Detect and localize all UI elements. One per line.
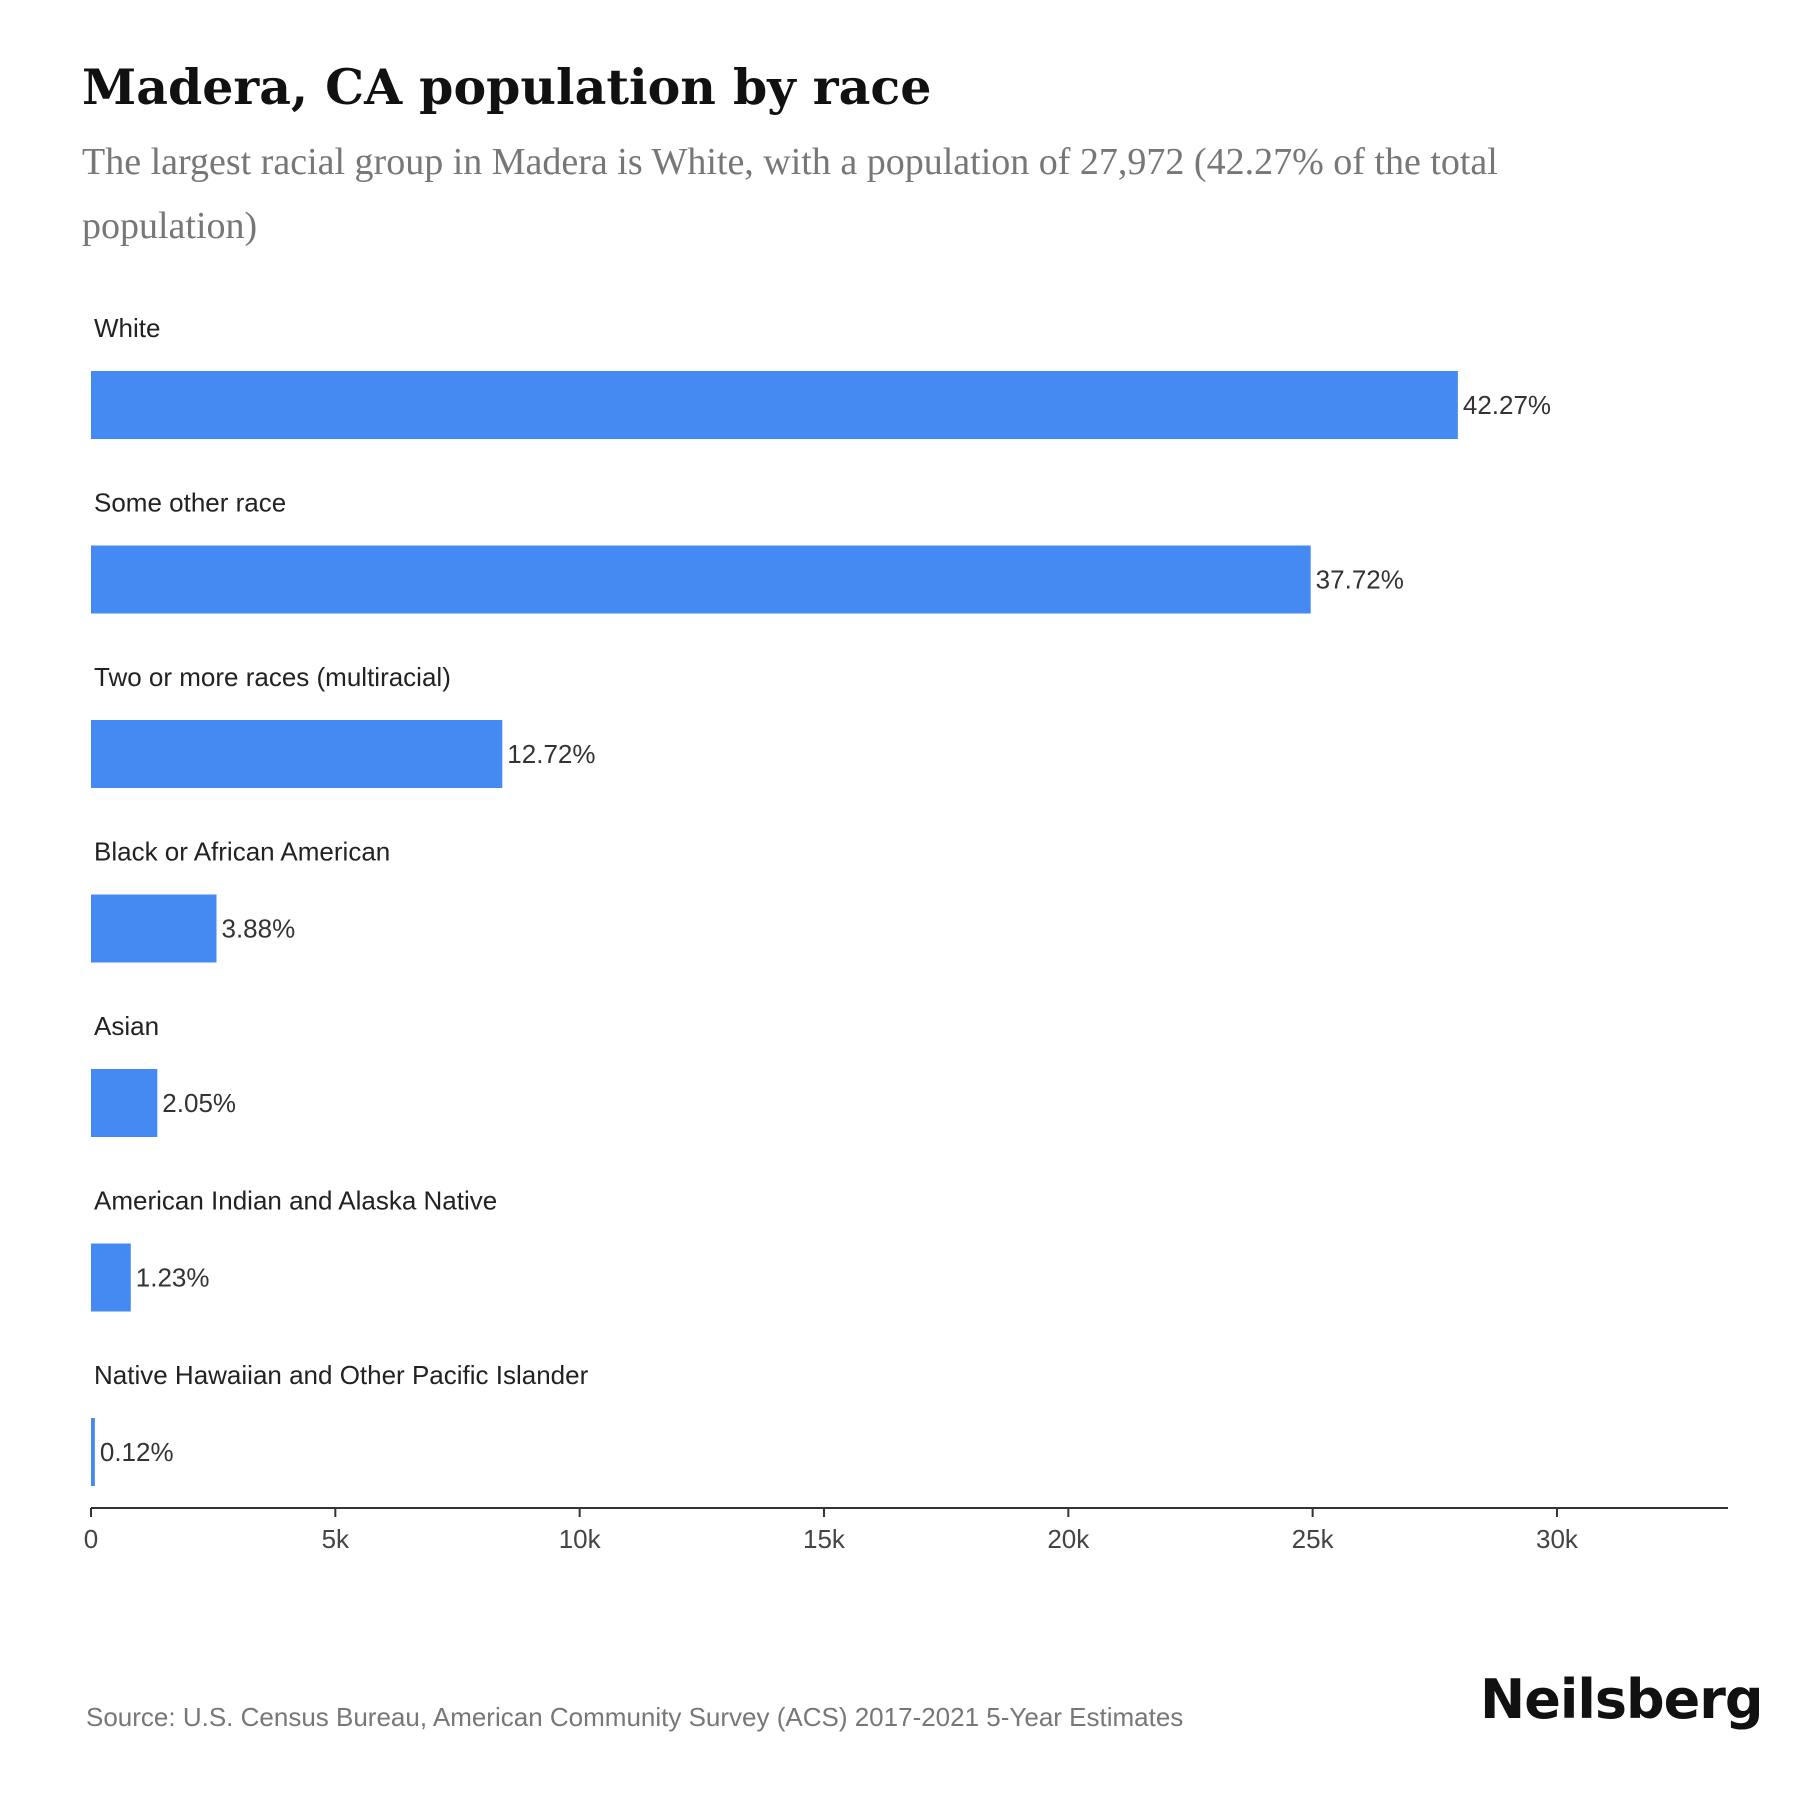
data-label: 42.27%: [1463, 390, 1551, 420]
data-label: 0.12%: [100, 1437, 174, 1467]
bar: [91, 371, 1458, 439]
bar: [91, 720, 503, 788]
data-label: 3.88%: [221, 914, 295, 944]
x-tick-label: 20k: [1047, 1524, 1090, 1554]
bar: [91, 1243, 131, 1312]
category-label: Native Hawaiian and Other Pacific Island…: [94, 1360, 589, 1390]
category-label: American Indian and Alaska Native: [94, 1186, 497, 1216]
x-tick-label: 5k: [322, 1524, 350, 1554]
data-label: 12.72%: [507, 739, 595, 769]
data-label: 37.72%: [1316, 565, 1404, 595]
x-tick-label: 10k: [559, 1524, 602, 1554]
x-tick-label: 0: [84, 1524, 98, 1554]
brand-logo: Neilsberg: [1480, 1668, 1764, 1731]
chart-subtitle: The largest racial group in Madera is Wh…: [82, 141, 1498, 247]
bar: [91, 894, 217, 963]
data-label: 1.23%: [136, 1263, 210, 1293]
chart-title: Madera, CA population by race: [82, 58, 932, 116]
bar: [91, 1418, 95, 1486]
bar: [91, 545, 1311, 614]
data-label: 2.05%: [162, 1088, 236, 1118]
category-label: Asian: [94, 1011, 159, 1041]
source-note: Source: U.S. Census Bureau, American Com…: [86, 1702, 1184, 1732]
bar: [91, 1069, 158, 1137]
category-label: Black or African American: [94, 837, 390, 867]
x-tick-label: 30k: [1536, 1524, 1579, 1554]
x-tick-label: 25k: [1292, 1524, 1335, 1554]
category-label: Some other race: [94, 488, 286, 518]
category-label: White: [94, 313, 160, 343]
category-label: Two or more races (multiracial): [94, 662, 451, 692]
x-tick-label: 15k: [803, 1524, 846, 1554]
